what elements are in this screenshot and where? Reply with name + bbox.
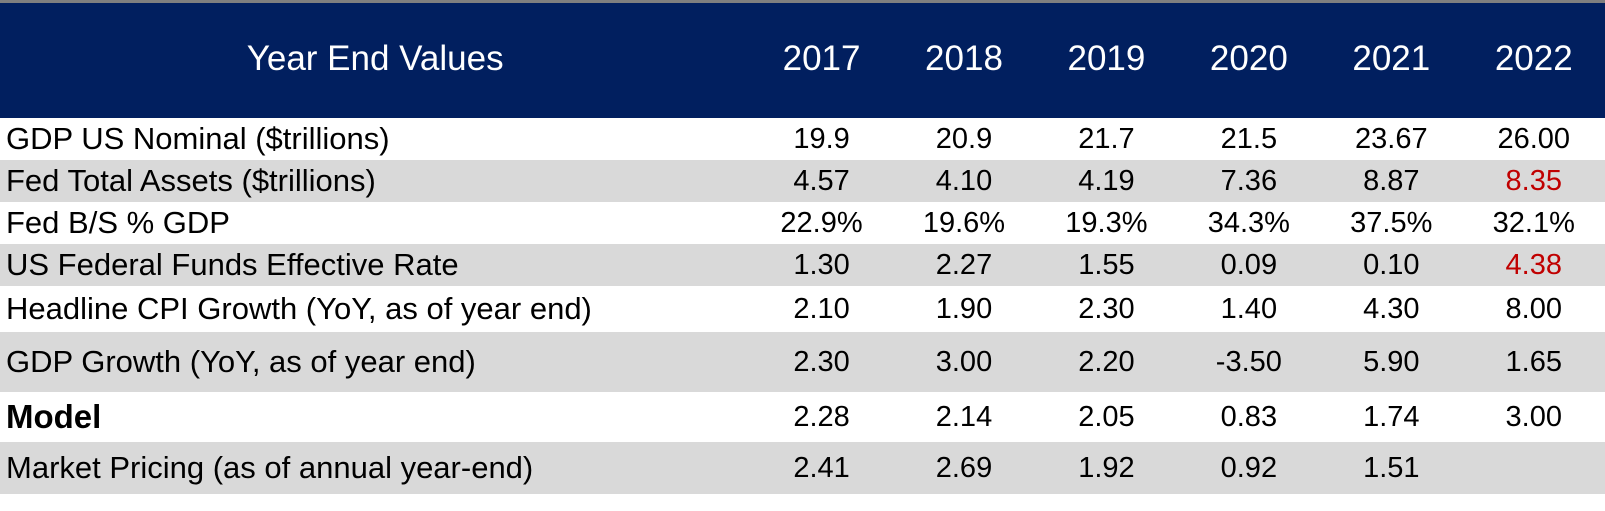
table-cell: 1.55 (1078, 248, 1135, 281)
row-label: Fed B/S % GDP (6, 205, 230, 240)
table-cell: 0.10 (1363, 248, 1420, 281)
row-label: Headline CPI Growth (YoY, as of year end… (6, 291, 592, 326)
header-label-cell: Year End Values (246, 39, 504, 78)
table-cell: 1.40 (1220, 292, 1278, 325)
table-cell: 2.41 (793, 451, 850, 484)
row-label: Model (6, 398, 102, 435)
table-cell: -3.50 (1215, 345, 1282, 378)
table-cell: 26.00 (1497, 122, 1571, 155)
header-year-2021: 2021 (1352, 39, 1431, 78)
table-cell: 2.30 (1078, 292, 1135, 325)
table-cell: 2.05 (1078, 400, 1135, 433)
table-cell: 4.30 (1363, 292, 1420, 325)
table-cell: 2.10 (793, 292, 850, 325)
table-cell: 5.90 (1363, 345, 1420, 378)
row-label: GDP US Nominal ($trillions) (6, 121, 390, 156)
table-cell: 0.09 (1220, 248, 1278, 281)
table-cell: 3.00 (1505, 400, 1562, 433)
table-cell: 37.5% (1350, 206, 1433, 239)
table-cell: 2.14 (935, 400, 993, 433)
table-cell: 2.30 (793, 345, 850, 378)
header-row: Year End Values 2017 2018 2019 2020 2021… (0, 0, 1605, 118)
row-label: GDP Growth (YoY, as of year end) (6, 344, 476, 379)
table-cell: 19.6% (922, 206, 1006, 239)
table-row: GDP Growth (YoY, as of year end) 2.30 3.00… (0, 332, 1605, 392)
year-end-values-table: Year End Values 2017 2018 2019 2020 2021… (0, 0, 1605, 494)
top-rule (0, 0, 1605, 3)
table-cell: 4.19 (1078, 164, 1135, 197)
table-cell: 4.38 (1505, 248, 1562, 281)
table-row: US Federal Funds Effective Rate 1.30 2.27 1… (0, 244, 1605, 286)
table-cell: 7.36 (1220, 164, 1278, 197)
table-cell: 0.92 (1220, 451, 1278, 484)
table-cell: 1.65 (1505, 345, 1562, 378)
table-cell: 22.9% (780, 206, 863, 239)
table-cell: 1.92 (1078, 451, 1135, 484)
table-cell: 1.30 (793, 248, 850, 281)
header-year-2020: 2020 (1209, 39, 1288, 78)
table-cell: 1.74 (1363, 400, 1420, 433)
header-year-2019: 2019 (1067, 39, 1146, 78)
table-cell: 19.9 (793, 122, 850, 155)
table-cell: 8.00 (1505, 292, 1562, 325)
table-row: Fed B/S % GDP 22.9% 19.6% 19.3% 34.3% 37.5% 32… (0, 202, 1605, 244)
row-label: US Federal Funds Effective Rate (6, 247, 459, 282)
table-cell: 8.35 (1505, 164, 1562, 197)
table-cell: 2.69 (935, 451, 993, 484)
table-cell: 19.3% (1065, 206, 1148, 239)
table-cell: 4.10 (935, 164, 993, 197)
table-cell: 21.5 (1220, 122, 1278, 155)
table-cell: 4.57 (793, 164, 850, 197)
table-cell: 32.1% (1492, 206, 1575, 239)
table-cell: 2.27 (935, 248, 993, 281)
table-row: Headline CPI Growth (YoY, as of year end… (0, 286, 1605, 332)
header-year-2018: 2018 (925, 39, 1003, 78)
table-cell: 1.90 (935, 292, 993, 325)
table-cell: 0.83 (1220, 400, 1278, 433)
table-cell (1463, 442, 1605, 494)
table-row: Model 2.28 2.14 2.05 0.83 1.74 3.00 (0, 392, 1605, 442)
table-row: Market Pricing (as of annual year-end) 2.… (0, 442, 1605, 494)
table-cell: 2.28 (793, 400, 850, 433)
table-body: GDP US Nominal ($trillions) 19.9 20.9 21.7 2… (0, 118, 1605, 494)
table-row: GDP US Nominal ($trillions) 19.9 20.9 21.7 2… (0, 118, 1605, 160)
table-cell: 3.00 (935, 345, 993, 378)
table-cell: 2.20 (1078, 345, 1135, 378)
table-cell: 1.51 (1363, 451, 1420, 484)
row-label: Fed Total Assets ($trillions) (6, 163, 376, 198)
table-cell: 20.9 (935, 122, 993, 155)
table-cell: 21.7 (1078, 122, 1135, 155)
header-year-2022: 2022 (1494, 39, 1573, 78)
table-row: Fed Total Assets ($trillions) 4.57 4.10 4.1… (0, 160, 1605, 202)
table-cell: 23.67 (1355, 122, 1428, 155)
table-cell: 34.3% (1207, 206, 1290, 239)
table-cell: 8.87 (1363, 164, 1420, 197)
header-year-2017: 2017 (782, 39, 861, 78)
row-label: Market Pricing (as of annual year-end) (6, 450, 534, 485)
